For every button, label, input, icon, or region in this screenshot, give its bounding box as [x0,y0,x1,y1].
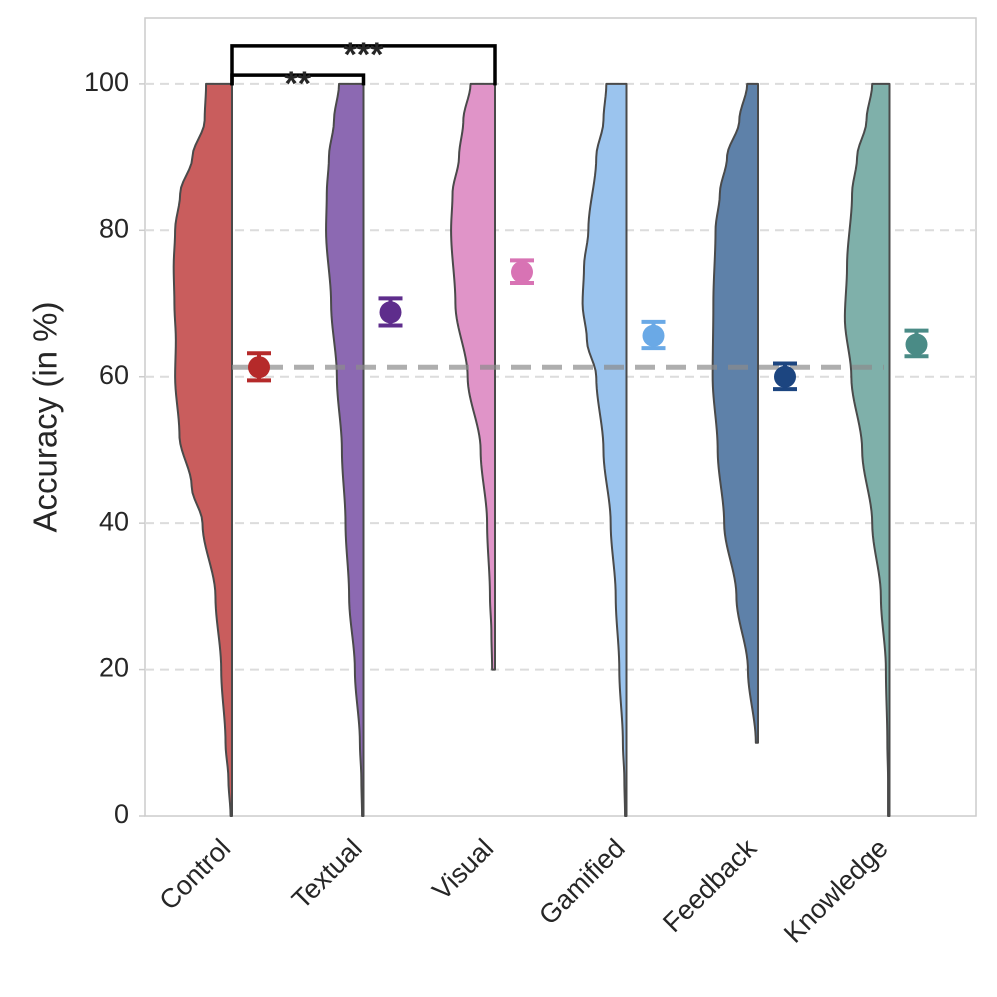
mean-dot [774,365,796,388]
mean-point-feedback [773,361,797,392]
mean-point-visual [510,258,534,286]
x-tick-label-textual: Textual [286,833,368,915]
y-axis-ticks: 0 20 40 60 80 100 [84,67,145,829]
violin-textual [325,82,365,817]
violin-gamified [581,82,628,817]
grid-lines [145,82,976,671]
x-tick-label-visual: Visual [426,833,499,906]
mean-dot [379,301,402,324]
mean-dot [642,324,665,347]
mean-dot [248,356,270,379]
mean-point-knowledge [904,328,929,359]
y-tick-label: 20 [99,653,129,683]
violin-knowledge [843,82,891,817]
y-tick-label: 80 [99,213,129,243]
mean-point-gamified [641,319,666,351]
significance-brackets: ***** [230,36,497,103]
x-axis-ticks: Control Textual Visual Gamified Feedback Know… [153,833,893,949]
mean-points [247,258,929,392]
mean-dot [511,261,533,284]
y-tick-label: 40 [99,506,129,536]
mean-dot [905,333,928,356]
significance-label: *** [344,36,384,74]
y-tick-label: 100 [84,67,129,97]
x-tick-label-feedback: Feedback [657,833,762,938]
violins [172,82,891,817]
violin-control [172,82,233,817]
x-tick-label-control: Control [153,833,236,916]
violin-feedback [711,82,759,744]
significance-bracket-control-visual: *** [230,36,497,86]
violin-visual [450,82,496,671]
mean-point-textual [378,296,403,328]
y-tick-label: 60 [99,360,129,390]
y-axis-title: Accuracy (in %) [27,301,64,532]
significance-label: ** [285,65,312,103]
plot-background [144,17,977,817]
bracket-line [230,44,497,86]
x-tick-label-gamified: Gamified [533,833,631,931]
x-tick-label-knowledge: Knowledge [778,833,894,949]
mean-point-control [247,351,271,383]
y-tick-label: 0 [114,799,129,829]
